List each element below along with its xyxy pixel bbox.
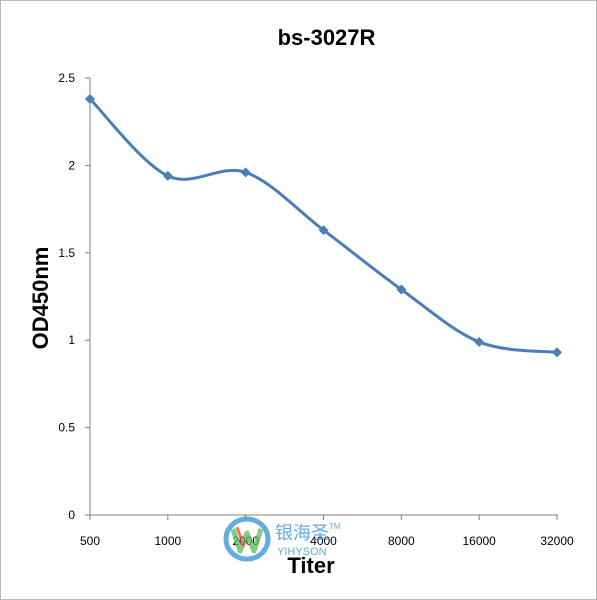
x-axis-title: Titer: [287, 553, 335, 578]
y-tick-label: 1: [68, 333, 75, 347]
brand-name-en: YIHYSON: [277, 546, 327, 558]
y-tick-label: 0: [68, 508, 75, 522]
y-ticks: 0 0.5 1 1.5 2 2.5: [58, 71, 90, 522]
chart-title: bs-3027R: [277, 25, 376, 50]
brand-logo-mark: [223, 516, 271, 562]
data-point: [85, 93, 95, 104]
x-tick-label: 8000: [388, 534, 415, 548]
series-group: [85, 93, 562, 358]
x-ticks: 500 1000 2000 4000 8000 16000 32000: [80, 515, 574, 548]
data-point: [318, 225, 329, 236]
x-tick-label: 16000: [462, 534, 496, 548]
chart-axes: [89, 78, 558, 516]
data-point: [396, 284, 407, 295]
data-point: [474, 336, 485, 347]
x-tick-label: 4000: [310, 534, 337, 548]
data-point: [240, 167, 251, 178]
data-point: [162, 170, 173, 181]
y-axis-title: OD450nm: [28, 246, 53, 350]
x-tick-label: 1000: [154, 534, 181, 548]
brand-trademark: TM: [329, 522, 341, 531]
data-point: [552, 347, 562, 358]
y-tick-label: 2.5: [58, 71, 75, 85]
brand-name-cn: 银海圣: [275, 523, 329, 544]
x-tick-label: 500: [80, 534, 100, 548]
y-tick-label: 2: [68, 158, 75, 172]
brand-logo: 银海圣 TM YIHYSON: [223, 516, 341, 562]
y-tick-label: 1.5: [58, 246, 75, 260]
brand-watermark: 银海圣 TM YIHYSON: [223, 515, 383, 563]
y-tick-label: 0.5: [58, 421, 75, 435]
x-tick-label: 32000: [540, 534, 574, 548]
